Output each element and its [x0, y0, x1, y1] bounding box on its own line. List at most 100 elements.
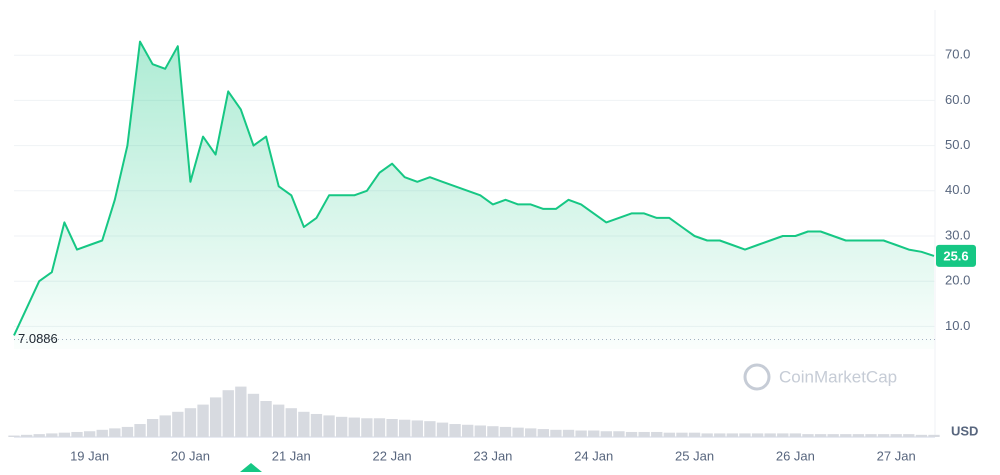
volume-bar [840, 434, 852, 437]
volume-bar [411, 420, 423, 437]
volume-bar [209, 397, 222, 437]
x-tick-label: 23 Jan [473, 448, 512, 463]
volume-bar [512, 427, 524, 437]
volume-bar [121, 426, 134, 437]
volume-bar [525, 428, 537, 437]
volume-bar [348, 417, 360, 437]
y-tick-label: 70.0 [945, 47, 970, 62]
unit-label: USD [951, 423, 978, 438]
x-tick-label: 19 Jan [70, 448, 109, 463]
volume-bar [424, 421, 436, 437]
volume-bar [386, 419, 398, 437]
x-tick-label: 26 Jan [776, 448, 815, 463]
volume-bar [172, 411, 184, 437]
watermark: CoinMarketCap [743, 363, 897, 391]
price-tag [936, 244, 976, 267]
volume-bar [600, 431, 612, 437]
volume-bar [550, 429, 562, 437]
volume-bar [726, 433, 739, 437]
volume-bar [814, 434, 827, 437]
y-tick-label: 20.0 [945, 273, 970, 288]
volume-bar [827, 434, 839, 437]
y-tick-label: 30.0 [945, 227, 970, 242]
volume-bar [373, 418, 386, 437]
volume-bar [298, 411, 310, 437]
volume-bar [890, 434, 902, 437]
volume-bar [184, 408, 197, 437]
volume-bar [285, 408, 297, 437]
volume-bar [676, 432, 688, 437]
volume-bar [361, 418, 373, 437]
volume-bar [310, 413, 323, 437]
x-tick-label: 25 Jan [675, 448, 714, 463]
watermark-logo [743, 363, 771, 391]
price-line [13, 40, 935, 336]
volume-bar [83, 431, 96, 437]
volume-bar [33, 434, 45, 437]
volume-bar [928, 434, 940, 437]
volume-bar [58, 432, 71, 437]
volume-bar [8, 435, 20, 437]
volume-bar [777, 433, 789, 437]
volume-bar [613, 431, 625, 437]
volume-bar [247, 393, 260, 437]
volume-bar [625, 431, 638, 437]
volume-bar [789, 433, 802, 437]
volume-bar [71, 431, 83, 437]
volume-bar [714, 433, 726, 437]
volume-bar [323, 415, 335, 437]
volume-bar [852, 434, 865, 437]
volume-bar [764, 433, 776, 437]
volume-bar [197, 404, 209, 437]
volume-bar [877, 434, 890, 437]
volume-bar [399, 419, 411, 437]
volume-bar [235, 386, 247, 437]
marker [240, 463, 262, 472]
volume-bar [222, 390, 234, 437]
volume-bar [272, 404, 285, 437]
x-tick-label: 20 Jan [171, 448, 210, 463]
volume-bar [499, 426, 512, 437]
y-tick-label: 60.0 [945, 92, 970, 107]
volume-bar [537, 429, 549, 437]
volume-bar [638, 431, 650, 437]
volume-bar [20, 434, 33, 437]
price-area [14, 41, 934, 349]
volume-bar [701, 433, 713, 437]
volume-bar [751, 433, 764, 437]
volume-bar [46, 433, 58, 437]
y-tick-label: 10.0 [945, 318, 970, 333]
price-tag-label: 25.6 [943, 248, 968, 263]
volume-bar [134, 424, 146, 437]
x-tick-label: 24 Jan [574, 448, 613, 463]
volume-bar [487, 426, 499, 437]
volume-bar [449, 424, 461, 437]
volume-bar [462, 424, 474, 437]
y-tick-label: 50.0 [945, 137, 970, 152]
volume-bar [436, 422, 449, 437]
volume-bar [575, 430, 587, 437]
watermark-text: CoinMarketCap [779, 367, 897, 386]
volume-bar [474, 425, 486, 437]
volume-bar [562, 429, 575, 437]
volume-bar [651, 431, 663, 437]
volume-bar [588, 430, 600, 437]
volume-bar [903, 434, 915, 437]
volume-bar [802, 434, 814, 437]
volume-bar [865, 434, 877, 437]
volume-bar [260, 401, 272, 437]
volume-bar [688, 432, 701, 437]
x-tick-label: 22 Jan [373, 448, 412, 463]
x-tick-label: 21 Jan [272, 448, 311, 463]
x-tick-label: 27 Jan [877, 448, 916, 463]
volume-bar [739, 433, 751, 437]
volume-bar [915, 434, 928, 437]
volume-bar [159, 415, 171, 437]
volume-bar [146, 419, 159, 437]
volume-bar [336, 416, 348, 437]
volume-bar [663, 432, 676, 437]
y-tick-label: 40.0 [945, 182, 970, 197]
volume-bar [109, 428, 121, 437]
